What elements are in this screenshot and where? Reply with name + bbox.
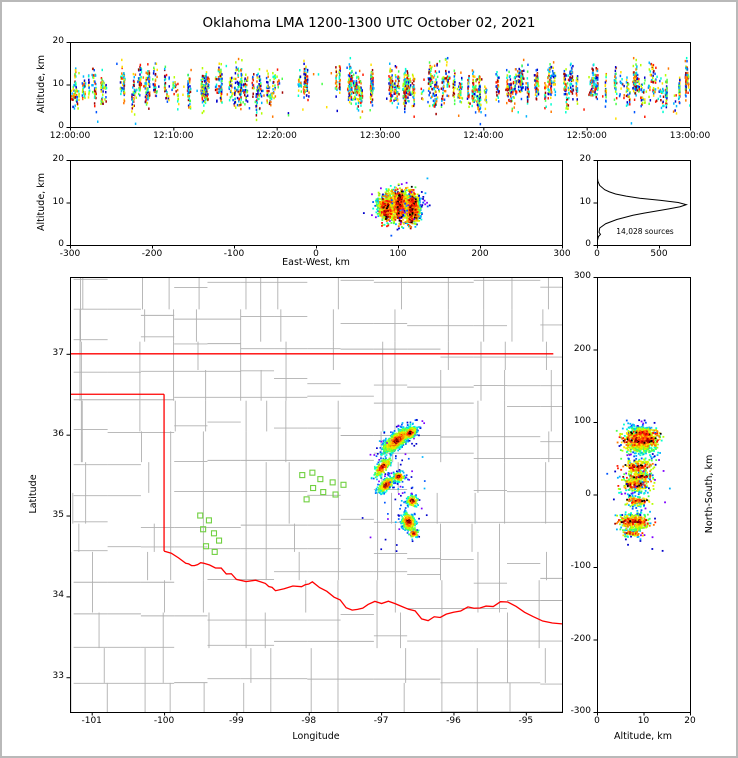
lma-figure: Oklahoma LMA 1200-1300 UTC October 02, 2… bbox=[0, 0, 738, 758]
chart-canvas bbox=[2, 2, 736, 756]
